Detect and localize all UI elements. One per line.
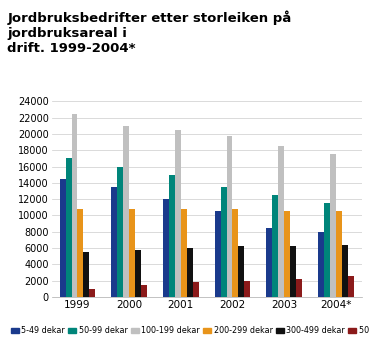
Bar: [83, 252, 89, 297]
Bar: [117, 167, 123, 297]
Bar: [342, 245, 348, 297]
Bar: [232, 209, 238, 297]
Bar: [221, 187, 227, 297]
Bar: [89, 289, 95, 297]
Bar: [141, 285, 147, 297]
Bar: [278, 146, 284, 297]
Text: Jordbruksbedrifter etter storleiken på jordbruksareal i
drift. 1999-2004*: Jordbruksbedrifter etter storleiken på j…: [7, 11, 292, 55]
Bar: [129, 209, 135, 297]
Bar: [72, 114, 77, 297]
Bar: [111, 187, 117, 297]
Bar: [193, 282, 199, 297]
Bar: [163, 199, 169, 297]
Legend: 5-49 dekar, 50-99 dekar, 100-199 dekar, 200-299 dekar, 300-499 dekar, 500- dekar: 5-49 dekar, 50-99 dekar, 100-199 dekar, …: [11, 326, 369, 335]
Bar: [77, 209, 83, 297]
Bar: [284, 211, 290, 297]
Bar: [266, 228, 272, 297]
Bar: [330, 154, 336, 297]
Bar: [296, 279, 302, 297]
Bar: [60, 179, 66, 297]
Bar: [175, 130, 181, 297]
Bar: [123, 126, 129, 297]
Bar: [135, 250, 141, 297]
Bar: [238, 247, 244, 297]
Bar: [324, 203, 330, 297]
Bar: [244, 281, 250, 297]
Bar: [348, 277, 354, 297]
Bar: [169, 175, 175, 297]
Bar: [227, 136, 232, 297]
Bar: [181, 209, 187, 297]
Bar: [215, 211, 221, 297]
Bar: [187, 248, 193, 297]
Bar: [318, 232, 324, 297]
Bar: [66, 159, 72, 297]
Bar: [290, 245, 296, 297]
Bar: [272, 195, 278, 297]
Bar: [336, 211, 342, 297]
